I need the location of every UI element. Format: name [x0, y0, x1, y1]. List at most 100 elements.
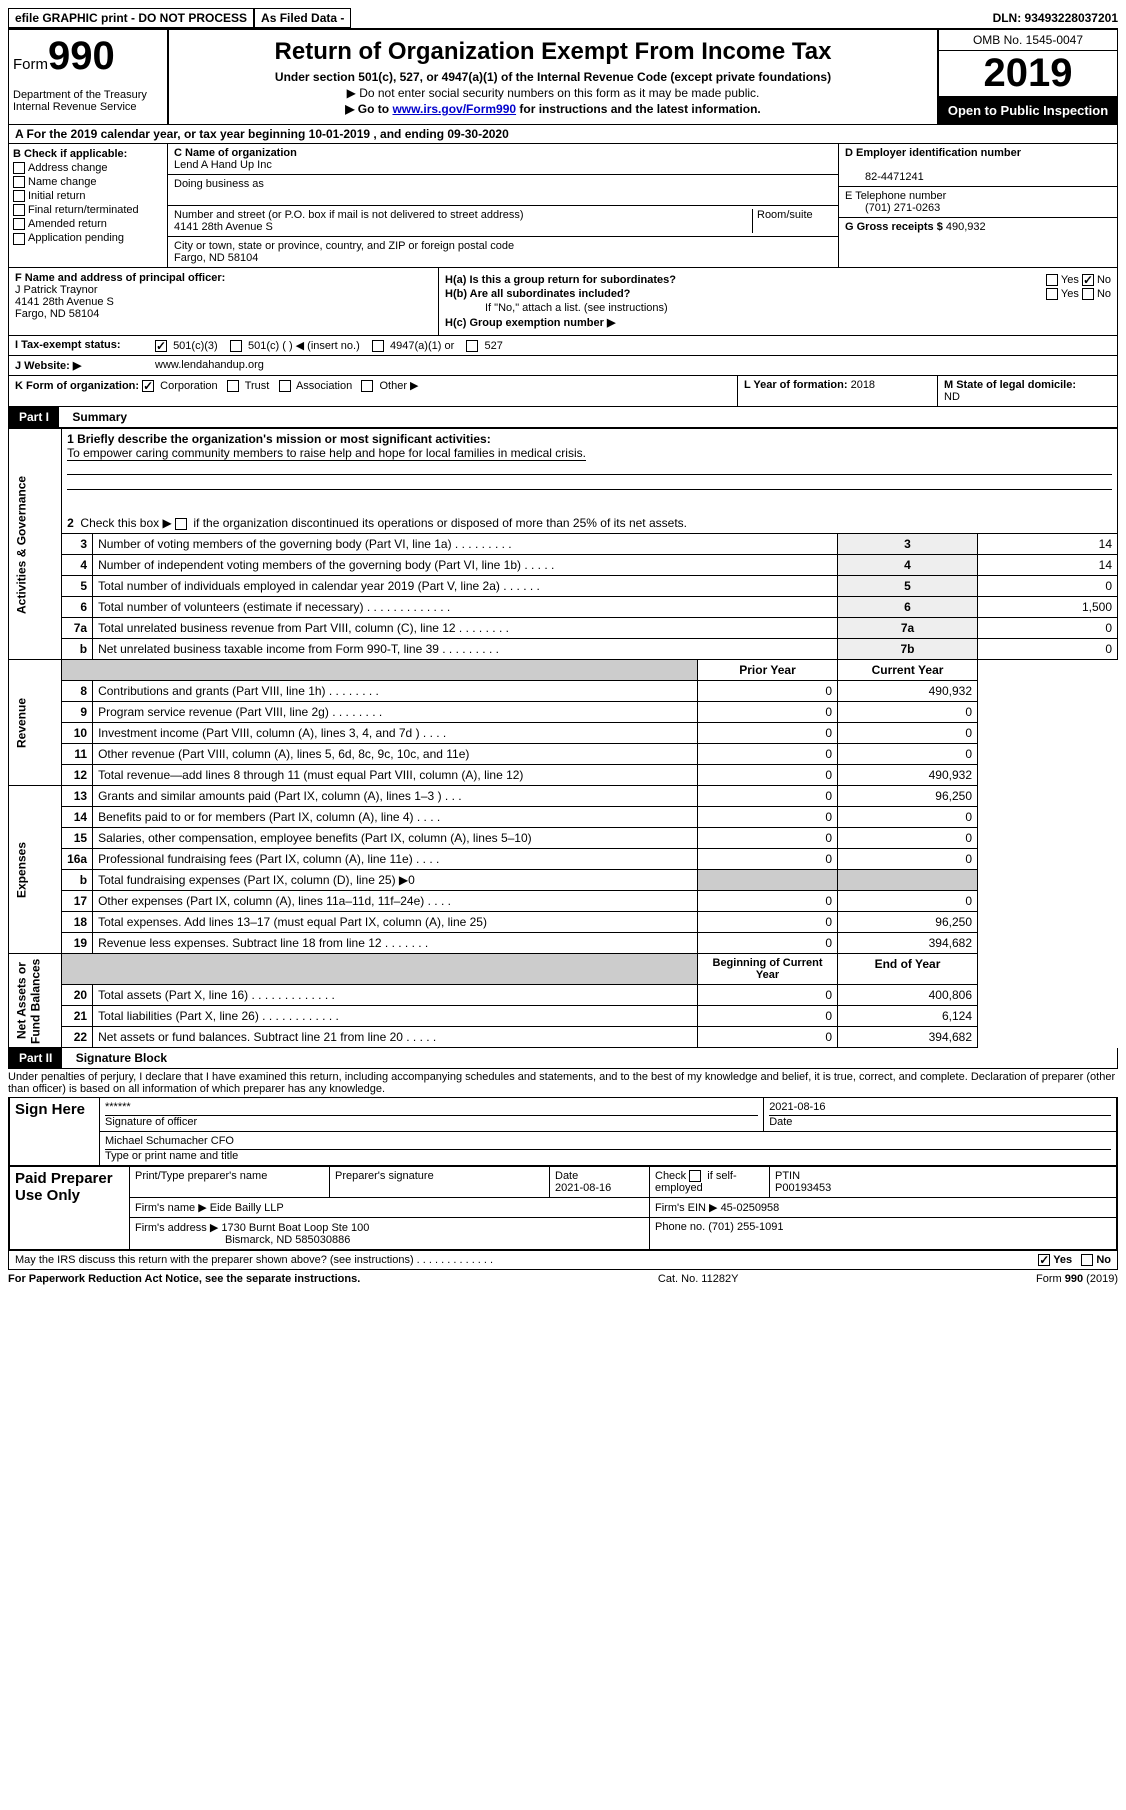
cb-discuss-yes[interactable]: ✓ [1038, 1254, 1050, 1266]
cb-assoc[interactable] [279, 380, 291, 392]
part-ii-header: Part II [9, 1048, 62, 1068]
cb-discuss-no[interactable] [1081, 1254, 1093, 1266]
firm-phone: (701) 255-1091 [708, 1221, 783, 1233]
row-21: 21Total liabilities (Part X, line 26) . … [9, 1006, 1118, 1027]
discuss-row: May the IRS discuss this return with the… [8, 1251, 1118, 1270]
col-begin: Beginning of Current Year [698, 954, 838, 985]
row-15: 15Salaries, other compensation, employee… [9, 828, 1118, 849]
l-label: L Year of formation: [744, 379, 848, 391]
cb-self-employed[interactable] [689, 1170, 701, 1182]
discuss-text: May the IRS discuss this return with the… [15, 1254, 493, 1266]
summary-table: Activities & Governance 1 Briefly descri… [8, 428, 1118, 1048]
b-label: B Check if applicable: [13, 148, 163, 160]
f-label: F Name and address of principal officer: [15, 272, 225, 284]
ha-label: H(a) Is this a group return for subordin… [445, 274, 676, 286]
cb-corp[interactable]: ✓ [142, 380, 154, 392]
section-klm: K Form of organization: ✓ Corporation Tr… [8, 376, 1118, 407]
cb-amended-return[interactable] [13, 218, 25, 230]
col-f: F Name and address of principal officer:… [9, 268, 439, 335]
name-title-label: Type or print name and title [105, 1150, 238, 1162]
sig-date: 2021-08-16 [769, 1101, 825, 1113]
year-formation: 2018 [851, 379, 875, 391]
side-exp: Expenses [9, 786, 62, 954]
col-current: Current Year [838, 660, 978, 681]
e-label: E Telephone number [845, 190, 946, 202]
paid-preparer-label: Paid Preparer Use Only [10, 1167, 130, 1250]
j-label: J Website: ▶ [15, 359, 155, 372]
cb-address-change[interactable] [13, 162, 25, 174]
line-a: A For the 2019 calendar year, or tax yea… [8, 125, 1118, 144]
prep-date: 2021-08-16 [555, 1182, 611, 1194]
section-j: J Website: ▶ www.lendahandup.org [8, 356, 1118, 376]
sign-here-label: Sign Here [10, 1098, 100, 1166]
prep-col-name: Print/Type preparer's name [130, 1167, 330, 1198]
row-6: 6Total number of volunteers (estimate if… [9, 597, 1118, 618]
form-number-box: Form990 Department of the Treasury Inter… [8, 30, 168, 125]
title-box: Return of Organization Exempt From Incom… [168, 30, 938, 125]
efile-label: efile GRAPHIC print - DO NOT PROCESS [8, 8, 254, 28]
omb-number: OMB No. 1545-0047 [939, 30, 1117, 51]
signature-block: Sign Here ****** Signature of officer 20… [8, 1097, 1118, 1251]
cb-other[interactable] [361, 380, 373, 392]
footer-center: Cat. No. 11282Y [658, 1273, 739, 1285]
form-label: Form [13, 56, 48, 73]
cb-hb-no[interactable] [1082, 288, 1094, 300]
hb-label: H(b) Are all subordinates included? [445, 288, 630, 300]
col-prior: Prior Year [698, 660, 838, 681]
footer-left: For Paperwork Reduction Act Notice, see … [8, 1273, 360, 1285]
firm-addr2: Bismarck, ND 585030886 [135, 1234, 350, 1246]
dept-label: Department of the Treasury Internal Reve… [13, 89, 163, 113]
gross-receipts: 490,932 [946, 221, 986, 233]
officer-name: J Patrick Traynor [15, 284, 98, 296]
hc-label: H(c) Group exemption number ▶ [445, 316, 1111, 329]
cb-application-pending[interactable] [13, 233, 25, 245]
cb-527[interactable] [466, 340, 478, 352]
cb-final-return[interactable] [13, 204, 25, 216]
d-label: D Employer identification number [845, 147, 1021, 159]
form-header: Form990 Department of the Treasury Inter… [8, 30, 1118, 125]
cb-discontinued[interactable] [175, 518, 187, 530]
col-d: D Employer identification number 82-4471… [838, 144, 1118, 268]
cb-hb-yes[interactable] [1046, 288, 1058, 300]
section-i: I Tax-exempt status: ✓ 501(c)(3) 501(c) … [8, 336, 1118, 356]
date-label: Date [769, 1116, 792, 1128]
officer-street: 4141 28th Avenue S [15, 296, 114, 308]
cb-initial-return[interactable] [13, 190, 25, 202]
cb-4947[interactable] [372, 340, 384, 352]
c-name-label: C Name of organization [174, 147, 297, 159]
arrow-line-2: ▶ Go to www.irs.gov/Form990 for instruct… [177, 102, 929, 116]
row-4: 4Number of independent voting members of… [9, 555, 1118, 576]
cb-trust[interactable] [227, 380, 239, 392]
cb-ha-yes[interactable] [1046, 274, 1058, 286]
form-title: Return of Organization Exempt From Incom… [177, 38, 929, 66]
side-ag: Activities & Governance [9, 429, 62, 660]
row-8: 8Contributions and grants (Part VIII, li… [9, 681, 1118, 702]
penalty-text: Under penalties of perjury, I declare th… [8, 1069, 1118, 1097]
form-subtitle: Under section 501(c), 527, or 4947(a)(1)… [177, 70, 929, 84]
cb-501c[interactable] [230, 340, 242, 352]
row-17: 17Other expenses (Part IX, column (A), l… [9, 891, 1118, 912]
ein-value: 82-4471241 [845, 171, 924, 183]
sig-label: Signature of officer [105, 1116, 197, 1128]
side-rev: Revenue [9, 660, 62, 786]
row-14: 14Benefits paid to or for members (Part … [9, 807, 1118, 828]
cb-501c3[interactable]: ✓ [155, 340, 167, 352]
state-domicile: ND [944, 391, 960, 403]
page-footer: For Paperwork Reduction Act Notice, see … [8, 1270, 1118, 1288]
cb-ha-no[interactable]: ✓ [1082, 274, 1094, 286]
tax-year: 2019 [939, 51, 1117, 97]
cb-name-change[interactable] [13, 176, 25, 188]
col-h: H(a) Is this a group return for subordin… [439, 268, 1117, 335]
row-18: 18Total expenses. Add lines 13–17 (must … [9, 912, 1118, 933]
col-c: C Name of organization Lend A Hand Up In… [168, 144, 838, 268]
ptin: P00193453 [775, 1182, 831, 1194]
hb-note: If "No," attach a list. (see instruction… [445, 302, 1111, 314]
irs-link[interactable]: www.irs.gov/Form990 [392, 102, 516, 116]
k-label: K Form of organization: [15, 380, 139, 392]
side-net: Net Assets or Fund Balances [9, 954, 62, 1048]
arrow-line-1: ▶ Do not enter social security numbers o… [177, 86, 929, 100]
firm-ein: 45-0250958 [721, 1202, 780, 1214]
row-3: 3Number of voting members of the governi… [9, 534, 1118, 555]
line1-label: 1 Briefly describe the organization's mi… [67, 432, 491, 446]
form-990: 990 [48, 34, 115, 78]
